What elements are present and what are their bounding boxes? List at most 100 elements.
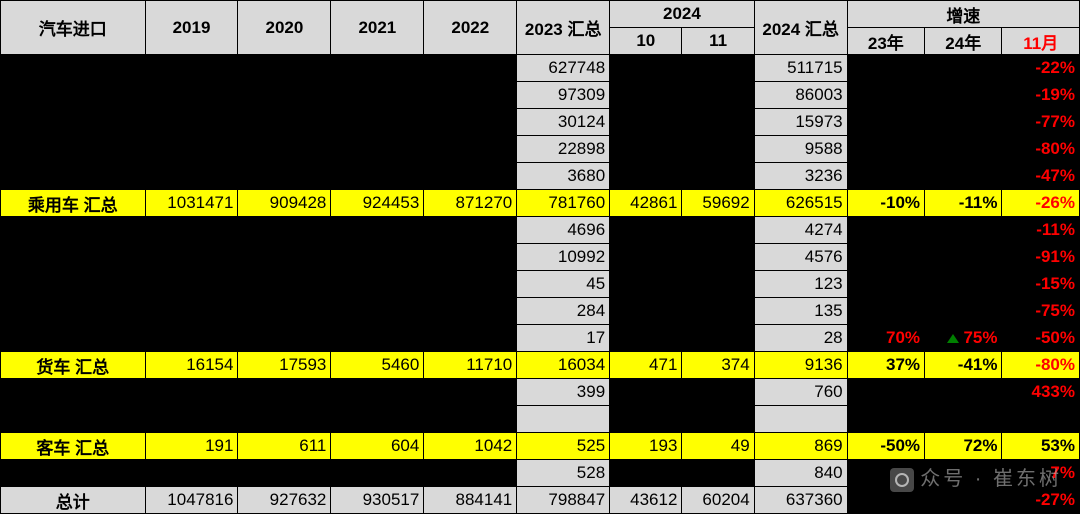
cell xyxy=(682,406,754,433)
cell xyxy=(847,82,924,109)
cell xyxy=(682,298,754,325)
cell: 11710 xyxy=(424,352,517,379)
cell: -80% xyxy=(1002,352,1080,379)
cell xyxy=(145,379,238,406)
cell xyxy=(847,163,924,190)
cell xyxy=(1,55,146,82)
cell xyxy=(610,379,682,406)
cell: 53% xyxy=(1002,433,1080,460)
cell: 72% xyxy=(925,433,1002,460)
cell: 16154 xyxy=(145,352,238,379)
cell: 626515 xyxy=(754,190,847,217)
hdr-growth: 增速 xyxy=(847,1,1079,28)
cell xyxy=(610,163,682,190)
cell: 611 xyxy=(238,433,331,460)
cell xyxy=(847,271,924,298)
cell xyxy=(682,217,754,244)
cell xyxy=(1,298,146,325)
cell: 97309 xyxy=(517,82,610,109)
cell xyxy=(610,244,682,271)
cell: 客车 汇总 xyxy=(1,433,146,460)
cell xyxy=(847,217,924,244)
cell xyxy=(331,82,424,109)
cell xyxy=(424,136,517,163)
cell: 511715 xyxy=(754,55,847,82)
cell xyxy=(331,217,424,244)
cell xyxy=(610,136,682,163)
cell: 525 xyxy=(517,433,610,460)
cell xyxy=(424,325,517,352)
cell: 3236 xyxy=(754,163,847,190)
cell xyxy=(424,271,517,298)
cell: 909428 xyxy=(238,190,331,217)
cell xyxy=(1,109,146,136)
cell xyxy=(424,55,517,82)
cell xyxy=(682,460,754,487)
hdr-sum2023: 2023 汇总 xyxy=(517,1,610,55)
cell xyxy=(610,325,682,352)
cell xyxy=(145,163,238,190)
cell xyxy=(610,55,682,82)
cell xyxy=(610,406,682,433)
cell: -75% xyxy=(1002,298,1080,325)
cell xyxy=(331,379,424,406)
cell: 191 xyxy=(145,433,238,460)
table-row: 3012415973-77% xyxy=(1,109,1080,136)
table-row: 货车 汇总16154175935460117101603447137491363… xyxy=(1,352,1080,379)
cell xyxy=(424,109,517,136)
cell xyxy=(754,406,847,433)
table-row: 399760433% xyxy=(1,379,1080,406)
cell xyxy=(238,406,331,433)
cell xyxy=(925,55,1002,82)
cell xyxy=(331,406,424,433)
cell: 471 xyxy=(610,352,682,379)
cell xyxy=(238,217,331,244)
cell xyxy=(847,298,924,325)
cell: 930517 xyxy=(331,487,424,514)
cell: -26% xyxy=(1002,190,1080,217)
cell: 637360 xyxy=(754,487,847,514)
cell: 86003 xyxy=(754,82,847,109)
cell xyxy=(610,298,682,325)
cell xyxy=(331,271,424,298)
cell: 45 xyxy=(517,271,610,298)
cell: 1042 xyxy=(424,433,517,460)
cell xyxy=(1,163,146,190)
table-row: 5288407% xyxy=(1,460,1080,487)
hdr-title: 汽车进口 xyxy=(1,1,146,55)
cell xyxy=(847,244,924,271)
cell xyxy=(1,136,146,163)
table-row: 乘用车 汇总1031471909428924453871270781760428… xyxy=(1,190,1080,217)
cell: -50% xyxy=(847,433,924,460)
cell: -41% xyxy=(925,352,1002,379)
cell xyxy=(331,325,424,352)
cell: 70% xyxy=(847,325,924,352)
cell xyxy=(145,460,238,487)
hdr-m11: 11 xyxy=(682,28,754,55)
cell: 374 xyxy=(682,352,754,379)
cell xyxy=(925,487,1002,514)
cell: 10992 xyxy=(517,244,610,271)
cell: 123 xyxy=(754,271,847,298)
hdr-2022: 2022 xyxy=(424,1,517,55)
cell xyxy=(1002,406,1080,433)
cell: 1031471 xyxy=(145,190,238,217)
cell: 42861 xyxy=(610,190,682,217)
cell: 528 xyxy=(517,460,610,487)
cell xyxy=(682,244,754,271)
cell xyxy=(610,271,682,298)
cell xyxy=(331,109,424,136)
cell xyxy=(424,460,517,487)
cell xyxy=(610,217,682,244)
cell: 17 xyxy=(517,325,610,352)
cell xyxy=(145,325,238,352)
cell: 627748 xyxy=(517,55,610,82)
cell xyxy=(238,271,331,298)
table-row: 46964274-11% xyxy=(1,217,1080,244)
cell: 17593 xyxy=(238,352,331,379)
cell xyxy=(331,163,424,190)
cell xyxy=(925,379,1002,406)
cell xyxy=(610,109,682,136)
cell xyxy=(682,82,754,109)
cell xyxy=(847,487,924,514)
